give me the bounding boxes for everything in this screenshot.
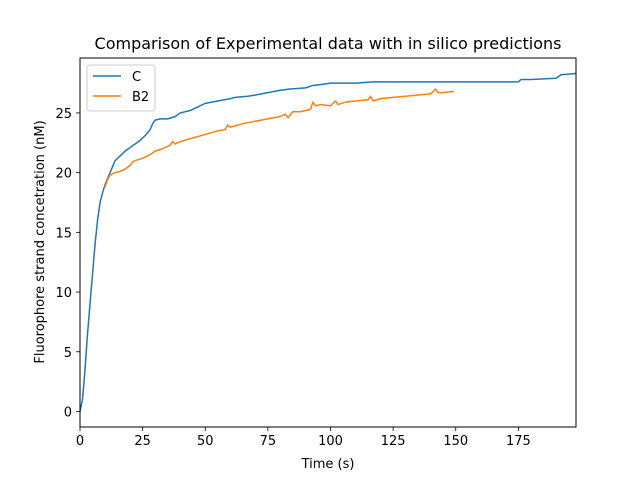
y-tick-label: 10 [55,286,72,301]
series-layer [80,72,576,413]
y-tick-label: 0 [64,405,72,420]
series-line-c [80,72,576,413]
x-axis-label: Time (s) [301,457,355,472]
x-tick-label: 50 [197,434,214,449]
x-tick-label: 175 [506,434,531,449]
plot-frame [79,57,577,428]
x-tick-label: 100 [318,434,343,449]
x-tick-label: 150 [443,434,468,449]
y-axis-ticks: 0 5 10 15 20 25 [55,107,80,420]
x-tick-label: 0 [76,434,84,449]
x-tick-label: 25 [134,434,151,449]
plot-area [79,57,577,428]
legend-label-c: C [132,70,141,85]
legend: C B2 [86,64,156,112]
x-tick-label: 125 [381,434,406,449]
y-axis-label: Fluorophore strand concetration (nM) [33,120,48,363]
y-tick-label: 25 [55,107,72,122]
legend-label-b2: B2 [132,90,149,105]
x-tick-label: 75 [260,434,277,449]
y-tick-label: 20 [55,167,72,182]
chart-title: Comparison of Experimental data with in … [95,34,562,53]
y-tick-label: 5 [64,346,72,361]
series-line-b2 [104,88,455,188]
x-axis-ticks: 0 25 50 75 100 125 150 175 [76,427,531,449]
y-tick-label: 15 [55,226,72,241]
